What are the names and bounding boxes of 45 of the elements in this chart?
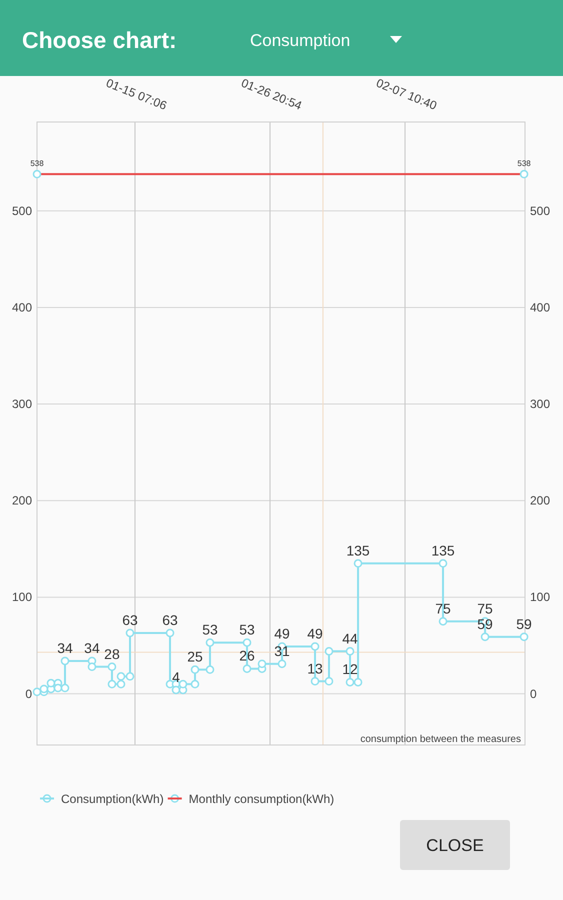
data-label: 49 [274, 625, 290, 642]
x-tick-label: 01-26 20:54 [239, 76, 304, 113]
data-label: 135 [431, 542, 455, 558]
data-label: 53 [239, 622, 256, 638]
y2-tick-label: 0 [530, 686, 537, 701]
data-label: 135 [346, 542, 370, 558]
y2-tick-label: 500 [530, 204, 550, 218]
chart-subtitle: Consumption [250, 31, 350, 50]
data-label: 25 [187, 648, 204, 665]
data-label: 12 [342, 661, 358, 678]
y2-tick-label: 100 [530, 590, 550, 604]
data-label: 63 [122, 612, 138, 628]
x-tick-label: 01-15 07:06 [104, 76, 170, 113]
data-label: 44 [342, 630, 358, 646]
y-tick-label: 400 [12, 300, 32, 314]
y-tick-label: 200 [12, 494, 32, 508]
y2-tick-label: 400 [530, 300, 550, 314]
data-label: 75 [435, 600, 452, 616]
data-label: 34 [57, 640, 73, 656]
data-label: 59 [516, 616, 532, 632]
data-label: 13 [307, 660, 324, 676]
y2-tick-label: 300 [530, 397, 550, 412]
data-label: 34 [84, 640, 100, 656]
data-label: 63 [162, 612, 178, 628]
data-label: 75 [477, 600, 494, 616]
data-label: 49 [307, 625, 324, 642]
y-tick-label: 300 [12, 397, 32, 412]
legend-label: Monthly consumption(kWh) [188, 792, 334, 806]
data-label: 53 [202, 622, 218, 638]
y2-tick-label: 200 [530, 494, 550, 508]
data-label: 4 [172, 668, 180, 685]
data-label: 538 [517, 159, 532, 168]
y-tick-label: 0 [25, 686, 32, 701]
data-label: 31 [274, 642, 290, 659]
data-label: 28 [104, 646, 120, 662]
chart-title: Choose chart: [22, 27, 177, 53]
x-tick-label: 02-07 10:40 [374, 76, 440, 113]
data-label: 538 [30, 159, 44, 168]
data-label: 59 [477, 616, 494, 632]
y-tick-label: 100 [12, 590, 32, 604]
annotation: consumption between the measures [360, 734, 521, 745]
data-label: 26 [239, 648, 256, 664]
text: CLOSE [426, 836, 484, 855]
legend-label: Consumption(kWh) [61, 792, 164, 806]
y-tick-label: 500 [12, 204, 32, 218]
